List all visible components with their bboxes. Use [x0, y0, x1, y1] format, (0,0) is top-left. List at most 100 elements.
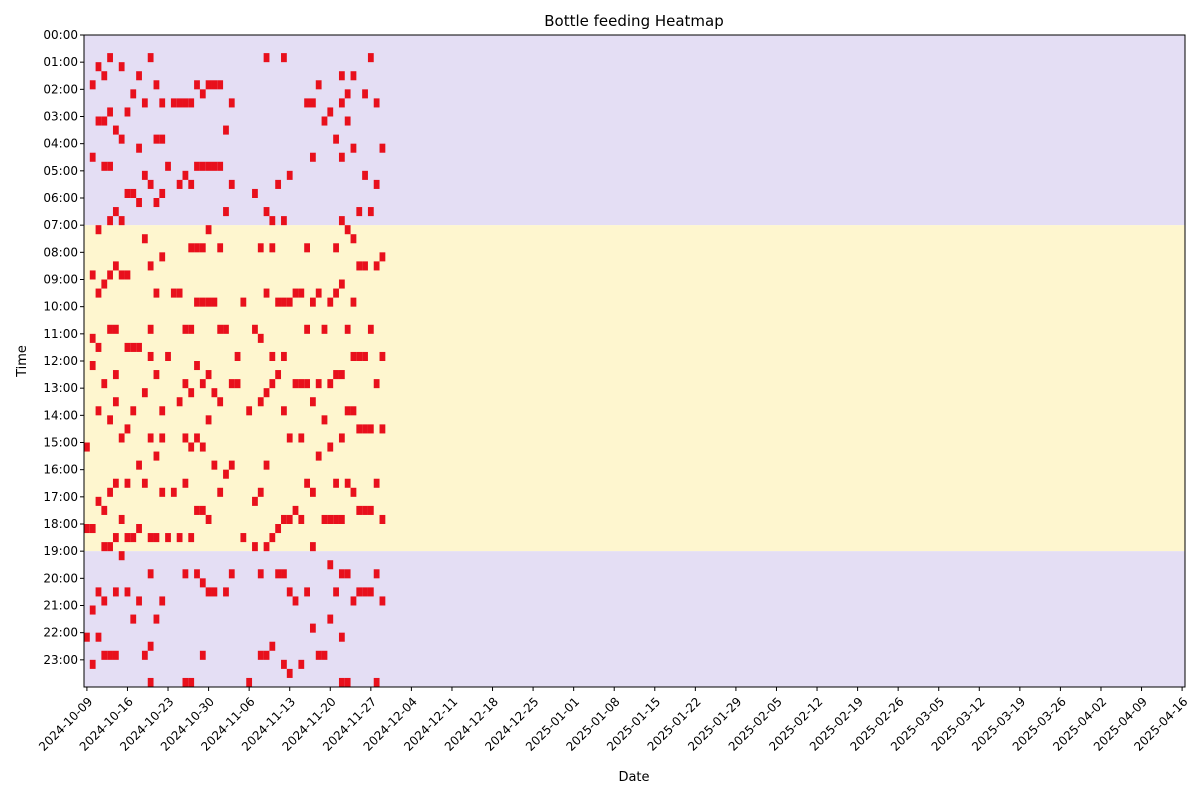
- feed-cell: [211, 388, 218, 398]
- feed-cell: [269, 533, 276, 543]
- feed-cell: [333, 134, 339, 144]
- feed-cell: [159, 252, 166, 262]
- band-3: [84, 551, 1185, 687]
- feed-cell: [199, 297, 206, 307]
- feed-cell: [211, 80, 218, 90]
- feed-cell: [286, 297, 293, 307]
- feed-cell: [269, 243, 276, 253]
- feed-cell: [362, 261, 368, 271]
- feed-cell: [101, 379, 108, 389]
- feed-cell: [101, 279, 108, 289]
- feed-cell: [350, 406, 357, 416]
- feed-cell: [228, 98, 235, 108]
- feed-cell: [130, 89, 137, 99]
- feed-cell: [234, 379, 241, 389]
- feed-cell: [315, 80, 322, 90]
- time-of-day-bands: [84, 35, 1185, 687]
- feed-cell: [194, 433, 200, 443]
- feed-cell: [281, 406, 287, 416]
- feed-cell: [344, 89, 351, 99]
- feed-cell: [327, 560, 334, 570]
- feed-cell: [304, 324, 310, 334]
- feed-cell: [205, 370, 212, 380]
- y-tick-label: 13:00: [43, 381, 78, 395]
- feed-cell: [228, 460, 235, 470]
- feed-cell: [101, 71, 108, 81]
- feed-cell: [112, 650, 119, 660]
- feed-cell: [327, 379, 334, 389]
- feed-cell: [309, 487, 316, 497]
- feed-cell: [124, 478, 131, 488]
- feed-cell: [165, 161, 171, 171]
- feed-cell: [344, 116, 351, 126]
- feed-cell: [228, 179, 235, 189]
- feed-cell: [246, 406, 253, 416]
- feed-cell: [298, 379, 305, 389]
- feed-cell: [321, 116, 328, 126]
- feed-cell: [350, 143, 357, 153]
- feed-cell: [199, 243, 206, 253]
- feed-cell: [153, 80, 160, 90]
- feed-cell: [263, 388, 270, 398]
- feed-cell: [112, 370, 119, 380]
- feed-cell: [153, 288, 160, 298]
- feed-cell: [147, 324, 154, 334]
- feed-cell: [223, 207, 229, 217]
- feed-cell: [101, 650, 108, 660]
- feed-cell: [170, 288, 177, 298]
- feed-cell: [217, 397, 224, 407]
- feed-cell: [362, 351, 368, 361]
- feed-cell: [141, 388, 148, 398]
- feed-cell: [275, 524, 282, 534]
- feed-cell: [199, 650, 206, 660]
- feed-cell: [327, 107, 334, 117]
- feed-cell: [95, 62, 102, 72]
- feed-cell: [252, 324, 258, 334]
- feed-cell: [188, 324, 195, 334]
- y-tick-label: 21:00: [43, 599, 78, 613]
- feed-cell: [176, 98, 183, 108]
- feed-cell: [153, 533, 160, 543]
- feed-cell: [338, 433, 345, 443]
- feed-cell: [257, 333, 264, 343]
- feed-cell: [136, 342, 142, 352]
- feed-cell: [321, 324, 328, 334]
- feed-cell: [292, 505, 299, 515]
- feed-cell: [147, 179, 154, 189]
- feed-cell: [159, 188, 166, 198]
- feed-cell: [170, 98, 177, 108]
- feed-cell: [147, 641, 154, 651]
- feed-cell: [321, 650, 328, 660]
- feed-cell: [234, 351, 241, 361]
- feed-cell: [141, 234, 148, 244]
- feed-cell: [379, 252, 386, 262]
- feed-cell: [217, 80, 224, 90]
- feed-cell: [362, 505, 368, 515]
- feed-cell: [194, 243, 200, 253]
- y-tick-label: 08:00: [43, 245, 78, 259]
- feed-cell: [298, 514, 305, 524]
- y-axis: 00:00 01:00 02:00 03:00 04:00 05:00 06:00 07:00…: [43, 28, 84, 667]
- feed-cell: [304, 478, 310, 488]
- feed-cell: [194, 80, 200, 90]
- feed-cell: [217, 487, 224, 497]
- y-tick-label: 16:00: [43, 463, 78, 477]
- feed-cell: [269, 641, 276, 651]
- feed-cell: [275, 370, 282, 380]
- feed-cell: [263, 207, 270, 217]
- feed-cell: [136, 143, 142, 153]
- feed-cell: [315, 288, 322, 298]
- y-tick-label: 03:00: [43, 110, 78, 124]
- feed-cell: [223, 469, 229, 479]
- feed-cell: [281, 659, 287, 669]
- feed-cell: [159, 134, 166, 144]
- feed-cell: [118, 514, 125, 524]
- feed-cell: [373, 379, 380, 389]
- feed-cell: [286, 433, 293, 443]
- feed-cell: [263, 650, 270, 660]
- feed-cell: [269, 216, 276, 226]
- feed-cell: [95, 116, 102, 126]
- feed-cell: [350, 71, 357, 81]
- y-tick-label: 23:00: [43, 653, 78, 667]
- feed-cell: [338, 514, 345, 524]
